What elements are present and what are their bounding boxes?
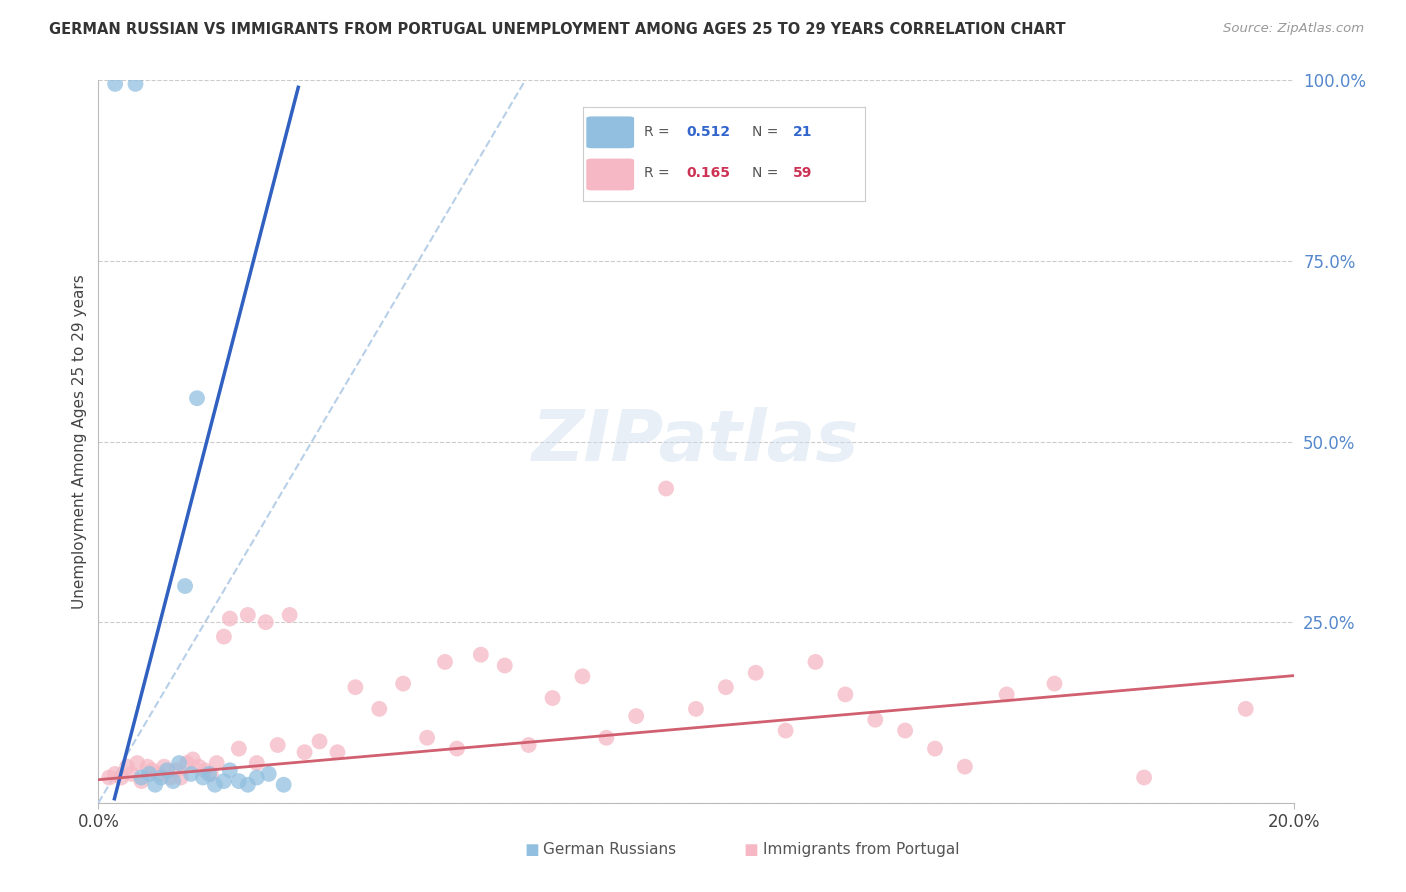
Point: [181, 752, 204, 766]
Point: [273, 778, 295, 792]
Point: [834, 687, 856, 701]
Point: [865, 713, 887, 727]
Point: [326, 745, 349, 759]
Text: Immigrants from Portugal: Immigrants from Portugal: [763, 842, 959, 857]
Text: ZIPatlas: ZIPatlas: [533, 407, 859, 476]
Text: Source: ZipAtlas.com: Source: ZipAtlas.com: [1223, 22, 1364, 36]
Point: [278, 607, 301, 622]
Point: [246, 771, 269, 785]
Point: [434, 655, 457, 669]
Point: [541, 691, 564, 706]
Point: [198, 767, 221, 781]
Point: [156, 764, 179, 778]
Point: [200, 767, 222, 781]
Point: [246, 756, 269, 770]
Text: R =: R =: [644, 166, 673, 180]
Point: [104, 77, 127, 91]
Point: [162, 774, 184, 789]
Point: [219, 764, 242, 778]
Point: [517, 738, 540, 752]
Point: [176, 756, 198, 770]
Point: [267, 738, 290, 752]
Point: [143, 778, 166, 792]
Point: [153, 760, 176, 774]
Point: [571, 669, 593, 683]
Point: [470, 648, 492, 662]
Point: [1234, 702, 1257, 716]
Point: [127, 756, 149, 770]
Point: [194, 764, 217, 778]
Text: 59: 59: [793, 166, 813, 180]
FancyBboxPatch shape: [586, 116, 634, 148]
Point: [254, 615, 277, 630]
Point: [494, 658, 516, 673]
Point: [165, 764, 187, 778]
Point: [714, 680, 737, 694]
Point: [236, 778, 259, 792]
Point: [655, 482, 678, 496]
Point: [110, 771, 132, 785]
Point: [124, 77, 146, 91]
Point: [138, 767, 160, 781]
Text: German Russians: German Russians: [543, 842, 676, 857]
Text: N =: N =: [752, 125, 783, 139]
Point: [228, 774, 250, 789]
Point: [191, 771, 214, 785]
Point: [995, 687, 1018, 701]
Point: [104, 767, 127, 781]
Point: [236, 607, 259, 622]
Point: [804, 655, 827, 669]
Text: R =: R =: [644, 125, 673, 139]
Point: [167, 756, 190, 770]
Point: [416, 731, 439, 745]
Point: [136, 760, 159, 774]
Text: ◼: ◼: [744, 841, 759, 859]
Point: [131, 774, 153, 789]
Point: [174, 579, 197, 593]
Point: [894, 723, 917, 738]
Text: 0.512: 0.512: [686, 125, 730, 139]
Point: [212, 774, 235, 789]
Point: [392, 676, 415, 690]
Point: [120, 767, 142, 781]
Point: [159, 771, 181, 785]
Point: [186, 391, 208, 405]
Point: [924, 741, 946, 756]
Text: GERMAN RUSSIAN VS IMMIGRANTS FROM PORTUGAL UNEMPLOYMENT AMONG AGES 25 TO 29 YEAR: GERMAN RUSSIAN VS IMMIGRANTS FROM PORTUG…: [49, 22, 1066, 37]
Point: [1133, 771, 1156, 785]
Y-axis label: Unemployment Among Ages 25 to 29 years: Unemployment Among Ages 25 to 29 years: [72, 274, 87, 609]
Point: [626, 709, 648, 723]
Point: [131, 771, 153, 785]
FancyBboxPatch shape: [586, 159, 634, 190]
Point: [368, 702, 391, 716]
Point: [148, 767, 170, 781]
Point: [212, 630, 235, 644]
Point: [205, 756, 228, 770]
Point: [775, 723, 797, 738]
Point: [685, 702, 707, 716]
Point: [953, 760, 976, 774]
Point: [228, 741, 250, 756]
Point: [170, 771, 193, 785]
Point: [745, 665, 768, 680]
Text: N =: N =: [752, 166, 783, 180]
Point: [180, 767, 202, 781]
Point: [344, 680, 367, 694]
Text: ◼: ◼: [524, 841, 538, 859]
Point: [595, 731, 617, 745]
Point: [150, 771, 173, 785]
Point: [187, 760, 209, 774]
Point: [141, 764, 163, 778]
Point: [308, 734, 330, 748]
Point: [219, 611, 242, 625]
Point: [1043, 676, 1066, 690]
Point: [294, 745, 316, 759]
Text: 0.165: 0.165: [686, 166, 730, 180]
Text: 21: 21: [793, 125, 813, 139]
Point: [115, 760, 138, 774]
Point: [257, 767, 280, 781]
Point: [98, 771, 121, 785]
Point: [446, 741, 468, 756]
Point: [204, 778, 226, 792]
